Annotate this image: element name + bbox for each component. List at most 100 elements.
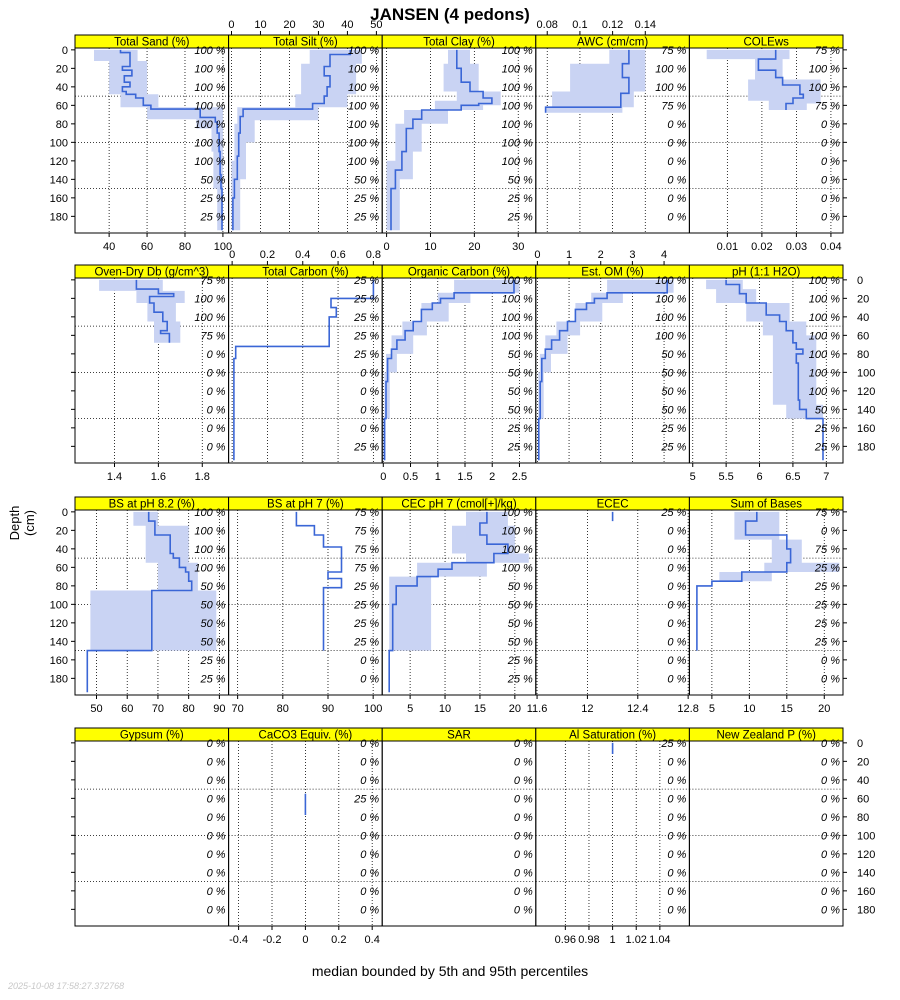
depth-tick-label: 0 <box>62 507 68 519</box>
percent-label: 0 % <box>360 830 379 842</box>
panel-title: SAR <box>447 730 471 742</box>
percentile-band <box>90 511 217 651</box>
x-tick-label: 2 <box>489 471 495 483</box>
panel-data <box>388 511 529 693</box>
percent-label: 100 % <box>655 312 686 324</box>
x-tick-label: 0.5 <box>403 471 418 483</box>
x-tick-label: 0.14 <box>635 19 656 31</box>
percent-label: 25 % <box>200 211 226 223</box>
percent-label: 75 % <box>815 544 840 556</box>
percent-label: 50 % <box>201 581 226 593</box>
percent-label: 25 % <box>814 599 840 611</box>
percent-label: 25 % <box>200 193 226 205</box>
depth-tick-label: 140 <box>50 636 68 648</box>
panel-title: BS at pH 8.2 (%) <box>109 499 195 511</box>
percent-label: 100 % <box>194 507 225 519</box>
percent-label: 0 % <box>207 904 226 916</box>
x-tick-label: 0.12 <box>602 19 623 31</box>
percent-label: 0 % <box>667 618 686 630</box>
panel-title: CaCO3 Equiv. (%) <box>259 730 353 742</box>
percent-label: 0 % <box>667 655 686 667</box>
x-tick-label: 80 <box>179 241 191 253</box>
percent-label: 25 % <box>814 562 840 574</box>
depth-tick-label: 0 <box>857 275 863 287</box>
percent-label: 0 % <box>667 636 686 648</box>
percent-label: 100 % <box>194 312 225 324</box>
panel-data <box>94 49 223 231</box>
depth-tick-label: 100 <box>857 367 875 379</box>
percent-label: 100 % <box>502 82 533 94</box>
panel-grid <box>75 788 229 882</box>
percent-label: 0 % <box>360 655 379 667</box>
percent-label: 0 % <box>360 756 379 768</box>
median-line <box>295 511 343 651</box>
percent-label: 100 % <box>809 63 840 75</box>
panel-frame <box>688 740 844 927</box>
depth-tick-label: 80 <box>857 812 869 824</box>
x-tick-label: 1.5 <box>457 471 472 483</box>
percent-label: 75 % <box>815 507 840 519</box>
x-tick-label: 6.5 <box>785 471 800 483</box>
x-tick-label: 2.5 <box>512 471 527 483</box>
x-tick-label: 0.03 <box>786 241 807 253</box>
panel-frame <box>74 740 230 927</box>
percentile-band <box>719 511 840 582</box>
depth-tick-label: 20 <box>857 756 869 768</box>
depth-tick-label: 100 <box>857 830 875 842</box>
percentile-band <box>538 279 674 461</box>
panel-title: Total Silt (%) <box>273 37 338 49</box>
depth-tick-label: 160 <box>857 886 875 898</box>
percent-label: 50 % <box>354 174 379 186</box>
percent-label: 100 % <box>194 293 225 305</box>
x-tick-label: 5.5 <box>718 471 733 483</box>
percent-label: 25 % <box>814 636 840 648</box>
percentile-band <box>706 279 823 419</box>
panel-title: Oven-Dry Db (g/cm^3) <box>94 267 209 279</box>
x-tick-label: 0 <box>302 934 308 946</box>
x-tick-label: 0 <box>229 249 235 261</box>
percent-label: 75 % <box>661 45 686 57</box>
depth-tick-label: 180 <box>50 673 68 685</box>
panel-frame <box>381 740 537 927</box>
percent-label: 0 % <box>667 137 686 149</box>
percent-label: 25 % <box>353 793 379 805</box>
x-tick-label: 1 <box>566 249 572 261</box>
panel-grid <box>228 278 383 463</box>
x-tick-label: 1.4 <box>107 471 122 483</box>
percent-label: 0 % <box>821 738 840 750</box>
percent-label: 100 % <box>502 100 533 112</box>
percent-label: 25 % <box>660 441 686 453</box>
percent-label: 0 % <box>360 738 379 750</box>
percent-label: 25 % <box>507 673 533 685</box>
panel-data <box>233 279 375 461</box>
percent-label: 25 % <box>353 441 379 453</box>
percent-label: 50 % <box>201 618 226 630</box>
x-tick-label: 0.2 <box>331 934 346 946</box>
percent-label: 50 % <box>201 174 226 186</box>
percent-label: 0 % <box>360 849 379 861</box>
percent-label: 75 % <box>201 330 226 342</box>
panel-title: CEC pH 7 (cmol[+]/kg) <box>401 499 517 511</box>
percent-label: 100 % <box>194 525 225 537</box>
percent-label: 0 % <box>821 137 840 149</box>
x-tick-label: 12.8 <box>677 703 698 715</box>
percent-label: 0 % <box>207 756 226 768</box>
percent-label: 75 % <box>815 100 840 112</box>
percent-label: 0 % <box>667 544 686 556</box>
percent-label: 100 % <box>502 63 533 75</box>
percent-label: 0 % <box>667 673 686 685</box>
percent-label: 0 % <box>207 775 226 787</box>
percent-label: 0 % <box>667 211 686 223</box>
percent-label: 25 % <box>353 293 379 305</box>
x-tick-label: 5 <box>407 703 413 715</box>
percent-label: 0 % <box>821 174 840 186</box>
panel-title: Est. OM (%) <box>581 267 644 279</box>
median-line <box>388 511 509 693</box>
percent-label: 0 % <box>207 886 226 898</box>
percent-label: 0 % <box>360 673 379 685</box>
depth-tick-label: 100 <box>50 599 68 611</box>
median-line <box>86 511 193 693</box>
panel-title: Total Carbon (%) <box>262 267 348 279</box>
percent-label: 0 % <box>667 562 686 574</box>
panel-title: AWC (cm/cm) <box>577 37 648 49</box>
